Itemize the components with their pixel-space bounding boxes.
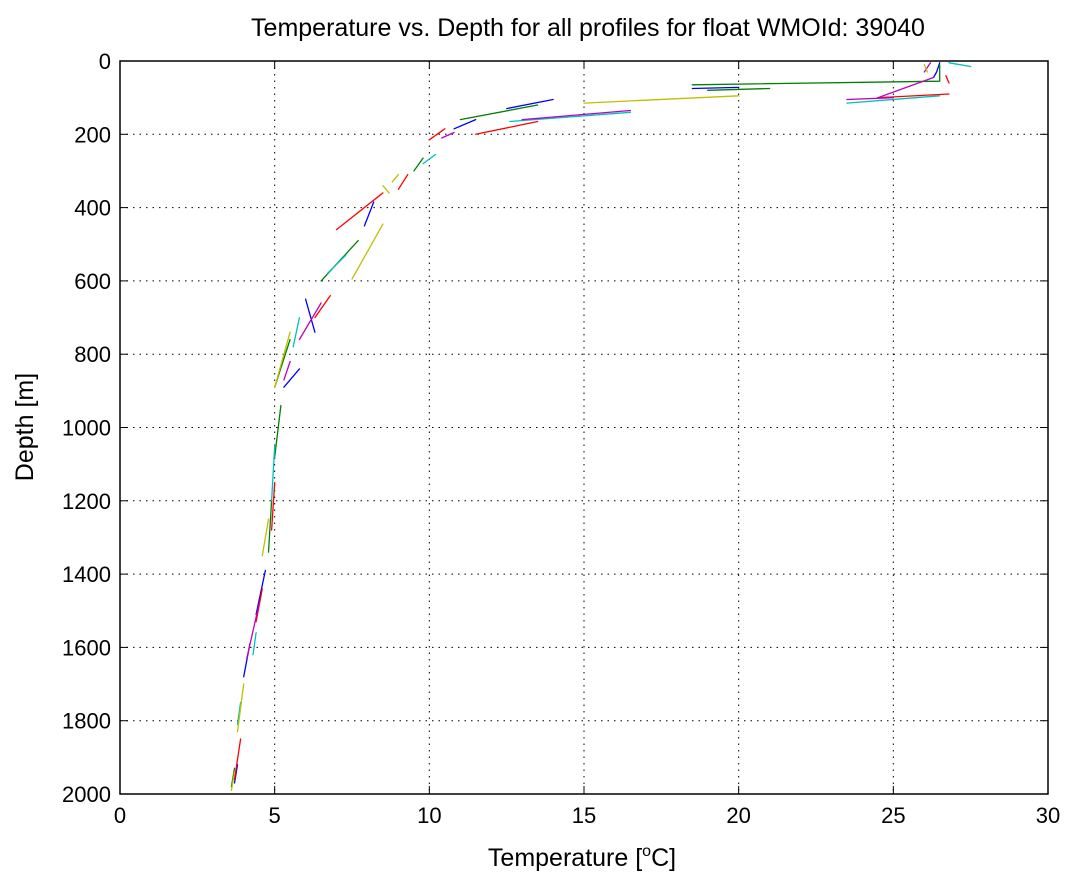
profile-segment: [274, 331, 291, 388]
profile-segment: [255, 569, 267, 616]
profile-series-4: [236, 62, 972, 726]
profile-segment: [422, 153, 437, 165]
profile-segment: [335, 192, 384, 231]
profile-series-3: [233, 75, 950, 780]
profile-segment: [274, 404, 282, 458]
profile-segment: [453, 118, 477, 130]
profile-segment: [932, 62, 941, 79]
profile-segment: [923, 64, 929, 73]
profile-series-5: [246, 62, 935, 660]
profile-segment: [267, 500, 273, 553]
profile-segment: [846, 95, 941, 104]
plot-area-data: [230, 62, 972, 791]
y-tick-label: 1200: [62, 489, 111, 514]
x-axis-label-superscript: o: [642, 843, 651, 860]
profile-segment: [428, 128, 446, 141]
x-axis-label-main: Temperature [: [488, 844, 642, 872]
profile-segment: [521, 109, 632, 121]
y-axis-label: Depth [m]: [11, 373, 39, 481]
profile-segment: [233, 738, 242, 780]
profile-segment: [846, 97, 894, 101]
profile-segment: [261, 518, 270, 557]
profile-segment: [397, 173, 409, 190]
profile-segment: [236, 683, 245, 733]
y-tick-label: 1600: [62, 635, 111, 660]
x-axis-label: Temperature [oC]: [488, 843, 676, 872]
chart-title: Temperature vs. Depth for all profiles f…: [251, 14, 925, 42]
profile-segment: [459, 104, 539, 121]
profile-segment: [691, 64, 941, 86]
y-tick-label: 2000: [62, 782, 111, 807]
x-tick-label: 10: [417, 803, 441, 828]
x-axis-label-end: C]: [651, 844, 676, 872]
y-tick-label: 0: [99, 49, 111, 74]
profile-segment: [948, 62, 972, 68]
profile-series-1: [233, 62, 941, 784]
profile-segment: [233, 764, 239, 784]
profile-segment: [270, 445, 276, 502]
profile-segment: [304, 298, 316, 333]
profile-segment: [314, 294, 331, 319]
x-tick-label: 5: [269, 803, 281, 828]
profile-segment: [691, 86, 740, 90]
profile-segment: [506, 98, 554, 110]
profile-series-6: [230, 64, 929, 791]
profile-segment: [475, 120, 539, 135]
y-tick-label: 1000: [62, 416, 111, 441]
axis-ticks: [119, 60, 1049, 795]
profile-series-2: [230, 64, 941, 788]
profile-segment: [292, 316, 301, 348]
y-tick-label: 200: [74, 122, 111, 147]
profile-segment: [877, 76, 935, 99]
profile-segment: [583, 95, 740, 104]
profile-segment: [270, 481, 276, 531]
profile-segment: [413, 157, 424, 172]
profile-segment: [283, 360, 291, 381]
profile-segment: [363, 201, 375, 227]
profile-segment: [945, 75, 950, 84]
profile-segment: [509, 111, 632, 123]
profile-segment: [236, 701, 242, 726]
y-tick-label: 400: [74, 196, 111, 221]
profile-segment: [441, 131, 455, 139]
profile-segment: [351, 223, 384, 280]
profile-segment: [230, 771, 236, 791]
y-tick-label: 600: [74, 269, 111, 294]
y-tick-label: 800: [74, 342, 111, 367]
y-tick-label: 1400: [62, 562, 111, 587]
profile-segment: [246, 602, 260, 660]
profile-segment: [391, 173, 400, 183]
profile-segment: [252, 632, 257, 656]
profile-segment: [326, 254, 347, 275]
profile-segment: [877, 93, 950, 99]
profile-segment: [923, 62, 932, 73]
x-tick-label: 0: [114, 803, 126, 828]
x-tick-label: 15: [572, 803, 596, 828]
profile-segment: [283, 368, 301, 388]
profile-segment: [382, 184, 390, 194]
x-tick-label: 20: [726, 803, 750, 828]
y-tick-labels: 0 200 400 600 800 1000 1200 1400 1600 1800 2000: [62, 49, 111, 807]
y-tick-label: 1800: [62, 709, 111, 734]
x-tick-label: 30: [1036, 803, 1060, 828]
x-tick-labels: 0 5 10 15 20 25 30: [114, 803, 1060, 828]
profile-segment: [298, 302, 322, 341]
x-tick-label: 25: [881, 803, 905, 828]
profile-segment: [707, 87, 771, 91]
